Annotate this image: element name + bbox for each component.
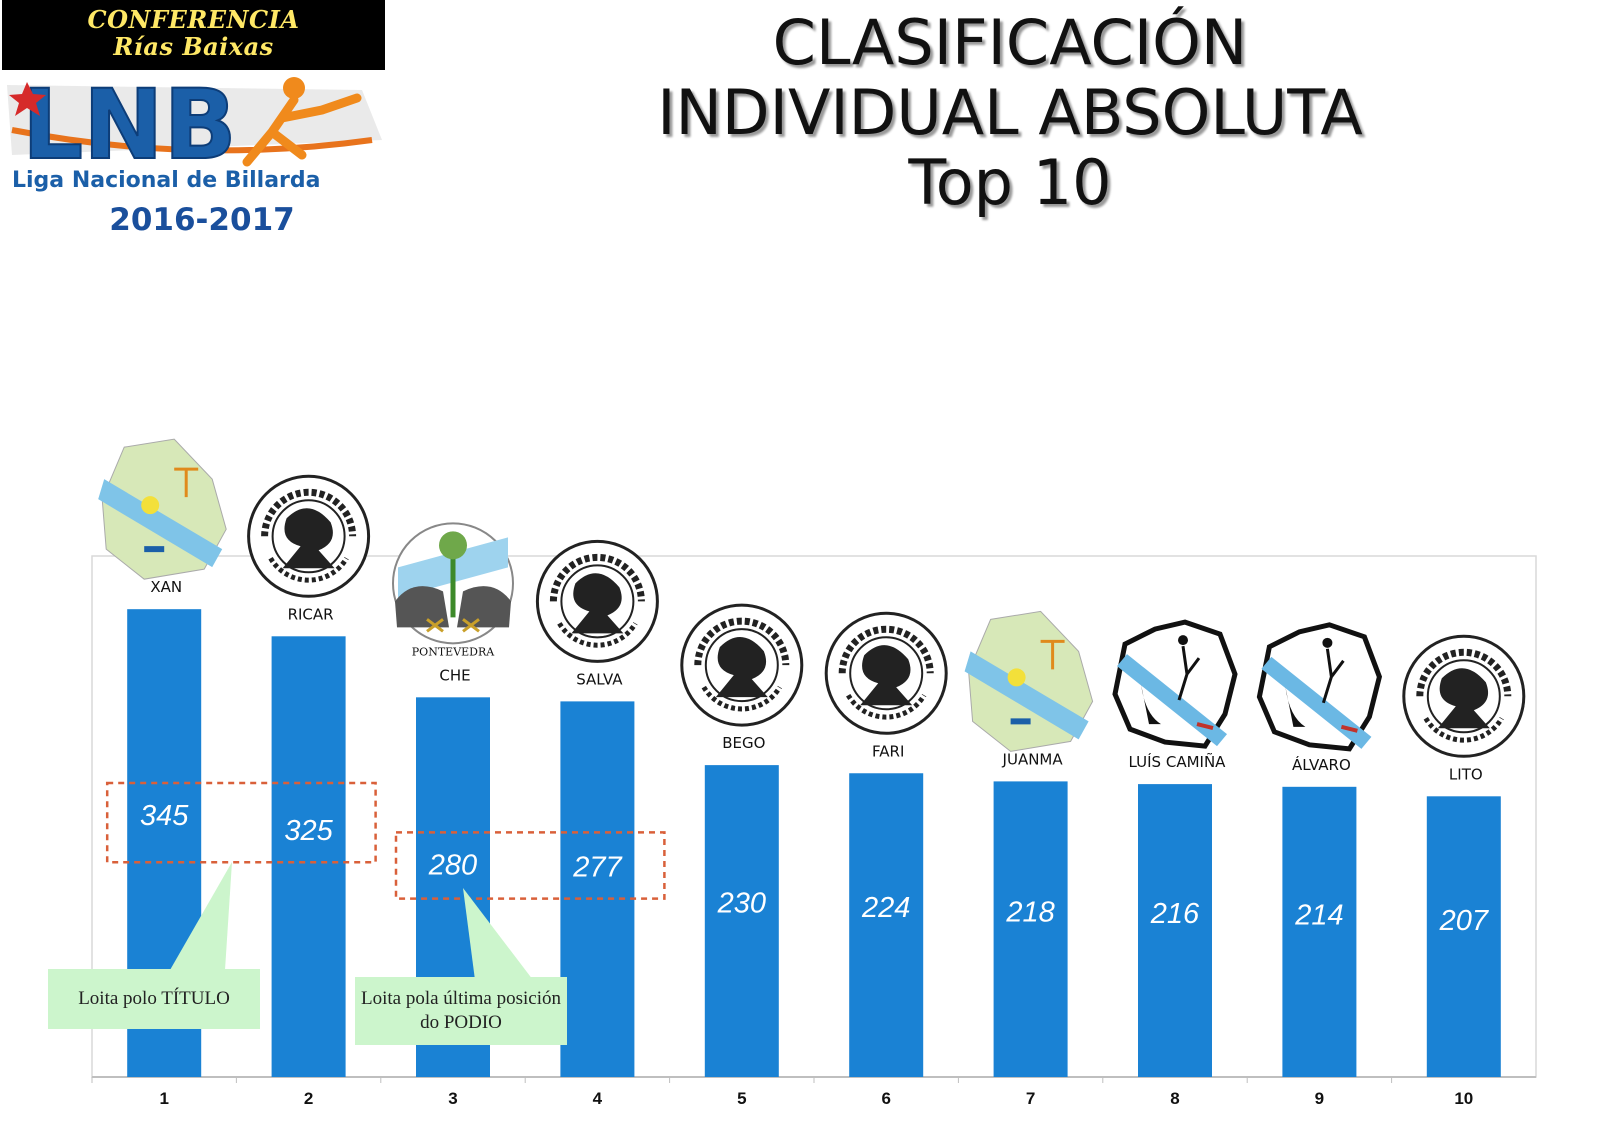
- annotation-highlight-box: [105, 781, 377, 864]
- bar-rank-8: [1138, 784, 1212, 1077]
- bar-value-label: 230: [717, 887, 766, 919]
- bar-value-label: 218: [1005, 896, 1054, 928]
- conference-banner: CONFERENCIA Rías Baixas: [2, 0, 385, 70]
- clube-corredoiras-logo-icon: [247, 474, 371, 598]
- player-name-label: SALVA: [576, 670, 623, 688]
- title-line-3: Top 10: [908, 146, 1112, 219]
- annotation-title-fight: Loita polo TÍTULO: [48, 969, 260, 1029]
- player-name-label: RICAR: [288, 605, 334, 623]
- rank-tick-label: 3: [448, 1089, 457, 1108]
- annotation-podium-fight: Loita pola última posición do PODIO: [355, 977, 567, 1045]
- rank-tick-label: 9: [1315, 1089, 1324, 1108]
- bar-value-label: 277: [572, 852, 623, 884]
- rank-tick-label: 7: [1026, 1089, 1035, 1108]
- bar-rank-4: [560, 701, 635, 1077]
- lnb-logo: CONFERENCIA Rías Baixas LNB Liga Naciona…: [2, 0, 387, 245]
- conference-line1: CONFERENCIA: [87, 5, 300, 34]
- clube-corredoiras-logo-icon: [1402, 634, 1526, 758]
- rank-tick-label: 4: [593, 1089, 603, 1108]
- bar-value-label: 216: [1150, 898, 1200, 930]
- player-name-label: LITO: [1449, 765, 1483, 783]
- conference-line2: Rías Baixas: [113, 32, 274, 61]
- bar-rank-5: [704, 765, 779, 1077]
- bar-value-label: 280: [428, 849, 477, 881]
- lnb-emblem-icon: LNB: [7, 70, 382, 175]
- bar-rank-7: [993, 781, 1068, 1077]
- pontevedra-caption: PONTEVEDRA: [412, 645, 495, 658]
- player-name-label: FARI: [872, 742, 904, 760]
- player-name-label: ÁLVARO: [1292, 755, 1351, 774]
- page-title: CLASIFICACIÓN INDIVIDUAL ABSOLUTA Top 10: [640, 8, 1380, 218]
- player-name-label: BEGO: [722, 734, 765, 752]
- clube-corredoiras-logo-icon: [535, 539, 659, 663]
- player-name-label: CHE: [439, 666, 470, 684]
- bar-value-label: 345: [140, 800, 189, 832]
- pontevedra-rcb-logo-icon: PONTEVEDRA: [392, 522, 514, 658]
- title-line-2: INDIVIDUAL ABSOLUTA: [657, 76, 1363, 149]
- rank-tick-label: 6: [881, 1089, 890, 1108]
- clube-corredoiras-logo-icon: [824, 611, 948, 735]
- bar-value-label: 224: [861, 892, 910, 924]
- player-name-label: LUÍS CAMIÑA: [1129, 752, 1227, 771]
- player-name-label: XAN: [150, 578, 182, 596]
- season-label: 2016-2017: [109, 202, 295, 238]
- lua-e-forza-logo-icon: [964, 610, 1094, 752]
- bar-rank-6: [849, 773, 924, 1077]
- bar-rank-9: [1282, 786, 1357, 1077]
- clube-corredoiras-logo-icon: [680, 603, 804, 727]
- callout-pointer-podium: [463, 888, 533, 980]
- rank-tick-label: 1: [159, 1089, 168, 1108]
- callout-pointer-title: [170, 862, 232, 970]
- lua-e-forza-logo-icon: [98, 438, 227, 580]
- bar-value-label: 214: [1294, 899, 1343, 931]
- rank-tick-label: 10: [1454, 1089, 1473, 1108]
- player-name-label: JUANMA: [1002, 750, 1064, 768]
- rank-tick-label: 8: [1170, 1089, 1179, 1108]
- annotation-highlight-box: [394, 831, 666, 900]
- rank-tick-label: 5: [737, 1089, 746, 1108]
- bar-value-label: 207: [1439, 905, 1490, 937]
- rank-tick-label: 2: [304, 1089, 313, 1108]
- marin-logo-icon: [1256, 622, 1383, 752]
- marin-logo-icon: [1112, 619, 1238, 749]
- bar-rank-2: [271, 636, 346, 1077]
- league-name: Liga Nacional de Billarda: [12, 168, 321, 193]
- title-line-1: CLASIFICACIÓN: [772, 6, 1248, 79]
- bar-value-label: 325: [284, 815, 333, 847]
- lnb-wordmark: LNB: [22, 70, 237, 175]
- bar-rank-10: [1426, 796, 1501, 1077]
